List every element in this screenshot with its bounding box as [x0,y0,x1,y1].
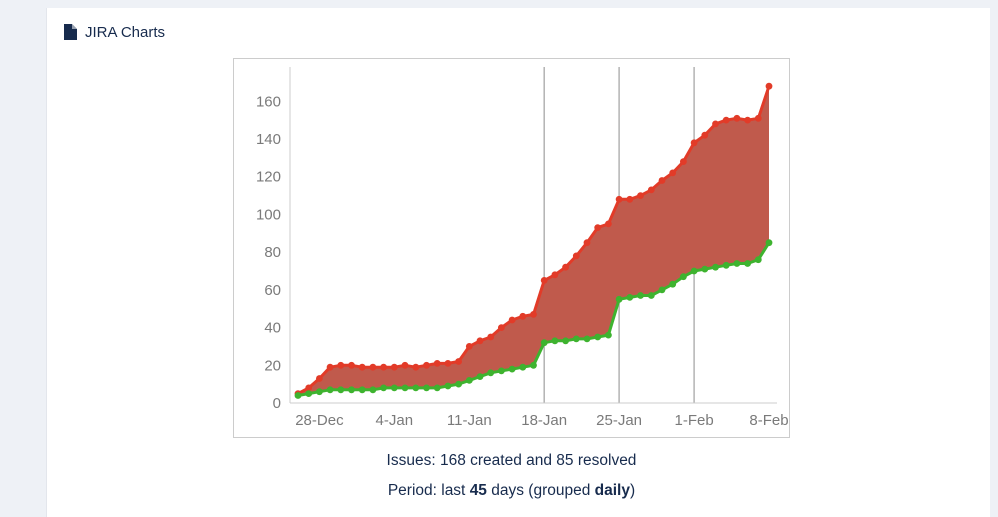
jira-charts-panel: JIRA Charts 0 20 40 60 80 100 120 140 160 28-Dec 4… [46,8,990,517]
svg-text:140: 140 [256,131,281,148]
chart-wrap: 0 20 40 60 80 100 120 140 160 28-Dec 4-Jan 11-Jan 18… [233,58,790,506]
panel-header: JIRA Charts [47,8,990,44]
svg-text:0: 0 [273,395,281,412]
svg-text:8-Feb: 8-Feb [749,412,788,429]
svg-text:60: 60 [264,282,281,299]
issues-summary: Issues: 168 created and 85 resolved [233,446,790,476]
period-days: 45 [469,482,487,499]
svg-text:100: 100 [256,206,281,223]
svg-text:1-Feb: 1-Feb [675,412,714,429]
svg-text:80: 80 [264,244,281,261]
period-group: daily [594,482,630,499]
created-vs-resolved-chart: 0 20 40 60 80 100 120 140 160 28-Dec 4-Jan 11-Jan 18… [256,67,789,429]
svg-text:25-Jan: 25-Jan [596,412,642,429]
svg-text:40: 40 [264,320,281,337]
period-prefix: Period: last [387,482,470,499]
svg-text:28-Dec: 28-Dec [295,412,344,429]
document-icon [63,24,77,40]
issues-summary-text: Issues: 168 created and 85 resolved [386,452,637,469]
period-mid: days (grouped [486,482,595,499]
svg-text:4-Jan: 4-Jan [376,412,414,429]
svg-text:120: 120 [256,169,281,186]
chart-box: 0 20 40 60 80 100 120 140 160 28-Dec 4-Jan 11-Jan 18… [233,58,790,438]
svg-text:11-Jan: 11-Jan [447,412,492,429]
chart-captions: Issues: 168 created and 85 resolved Peri… [233,446,790,506]
svg-text:18-Jan: 18-Jan [521,412,567,429]
svg-text:20: 20 [264,357,281,374]
page-title: JIRA Charts [85,23,166,41]
svg-text:160: 160 [256,93,281,110]
period-suffix: ) [629,482,636,499]
period-summary: Period: last 45 days (grouped daily) [233,476,790,506]
